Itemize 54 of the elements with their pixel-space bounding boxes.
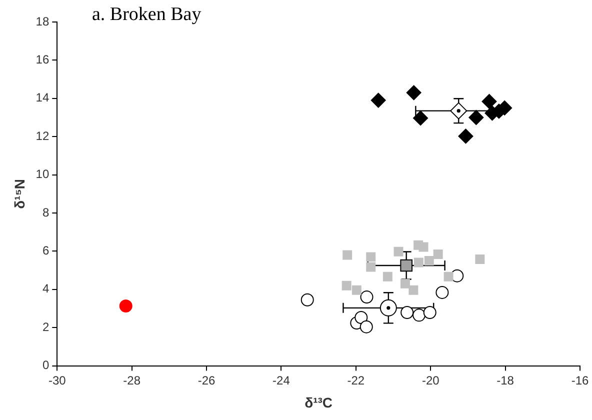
x-tick-label: -18 xyxy=(496,373,514,388)
x-tick-label: -28 xyxy=(123,373,141,388)
point xyxy=(418,242,428,252)
point xyxy=(400,278,410,288)
point xyxy=(433,250,443,259)
point xyxy=(458,128,474,144)
point xyxy=(400,259,412,272)
point xyxy=(360,290,374,304)
point xyxy=(360,320,373,334)
point xyxy=(300,293,314,306)
point xyxy=(414,258,424,268)
y-tick-label: 14 xyxy=(36,90,50,105)
point xyxy=(366,262,376,272)
chart-title: a. Broken Bay xyxy=(92,4,202,26)
point xyxy=(408,285,418,295)
point xyxy=(423,306,436,320)
point xyxy=(400,306,414,320)
point xyxy=(352,285,362,295)
point xyxy=(366,252,376,262)
y-tick-label: 0 xyxy=(42,358,50,372)
point xyxy=(119,300,132,313)
point xyxy=(380,299,397,316)
x-tick-label: -30 xyxy=(48,373,66,388)
point xyxy=(482,94,497,109)
point xyxy=(342,250,352,260)
y-tick-label: 12 xyxy=(36,128,50,143)
y-tick-label: 6 xyxy=(42,244,50,258)
point xyxy=(436,286,449,299)
point xyxy=(450,102,468,120)
x-tick-label: -24 xyxy=(272,373,290,388)
point xyxy=(342,280,352,290)
point xyxy=(424,256,434,266)
x-tick-label: -26 xyxy=(198,373,216,388)
y-tick-label: 4 xyxy=(42,282,50,296)
y-axis-title: δ¹⁵N xyxy=(11,178,28,209)
y-tick-label: 18 xyxy=(36,14,50,28)
point xyxy=(354,310,368,324)
x-tick-label: -22 xyxy=(347,373,365,388)
point xyxy=(370,92,386,108)
y-tick-label: 8 xyxy=(42,205,50,220)
y-tick-label: 16 xyxy=(36,52,50,67)
point xyxy=(444,272,454,282)
point xyxy=(382,272,392,282)
point xyxy=(412,308,426,322)
point xyxy=(394,246,404,256)
y-tick-label: 2 xyxy=(42,320,50,334)
y-tick-label: 10 xyxy=(36,167,50,182)
point xyxy=(475,254,485,264)
point xyxy=(406,85,422,100)
x-tick-label: -20 xyxy=(422,373,440,388)
x-tick-label: -16 xyxy=(571,373,589,388)
x-axis-title: δ¹³C xyxy=(304,394,333,410)
point xyxy=(413,110,428,126)
point xyxy=(468,110,484,125)
